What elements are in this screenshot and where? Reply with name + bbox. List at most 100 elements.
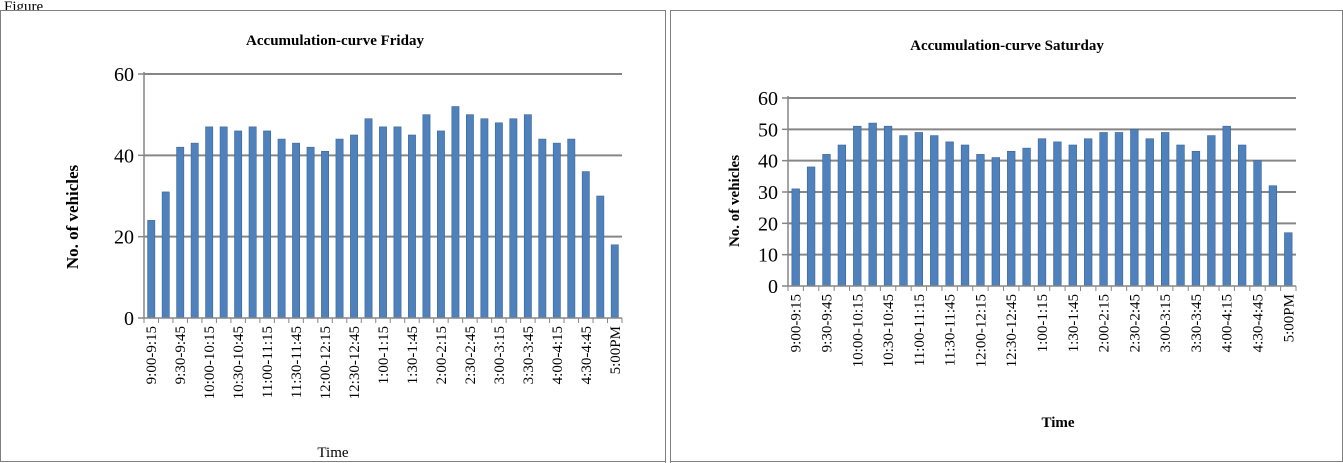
x-tick-label: 2:30-2:45 <box>1127 294 1143 352</box>
x-tick-label: 10:30-10:45 <box>231 326 247 399</box>
bar <box>837 144 847 287</box>
bar <box>883 125 893 287</box>
chart-title: Accumulation-curve Friday <box>246 33 424 49</box>
chart-panel-saturday: Accumulation-curve Saturday No. of vehic… <box>670 10 1343 462</box>
bar <box>335 138 344 319</box>
bar <box>1284 232 1293 287</box>
bar <box>1268 185 1278 287</box>
bar <box>868 122 877 287</box>
x-tick-label: 1:00-1:15 <box>1035 294 1051 352</box>
bar <box>292 142 301 319</box>
bar <box>552 142 561 319</box>
bar <box>465 114 474 319</box>
y-tick-label: 60 <box>114 64 134 86</box>
bar <box>1084 138 1093 287</box>
bar <box>914 132 923 287</box>
bar <box>596 195 605 319</box>
bar <box>263 130 272 319</box>
bar <box>1130 129 1139 287</box>
bar <box>277 138 286 319</box>
x-tick-label: 11:30-11:45 <box>943 294 959 366</box>
bar <box>176 146 185 319</box>
bar <box>1222 125 1231 287</box>
y-axis-label: No. of vehicles <box>63 164 82 269</box>
bar <box>806 166 816 287</box>
bar <box>494 122 503 319</box>
bar <box>1207 135 1216 287</box>
x-tick-label: 1:30-1:45 <box>405 326 421 384</box>
x-tick-label: 10:00-10:15 <box>202 326 218 399</box>
y-tick-label: 0 <box>768 276 778 298</box>
bar <box>899 135 908 287</box>
x-tick-label: 3:00-3:15 <box>492 326 508 384</box>
y-tick-label: 10 <box>758 245 778 267</box>
x-tick-label: 4:00-4:15 <box>550 326 566 384</box>
bar <box>1022 147 1031 287</box>
bar <box>1114 132 1124 287</box>
x-tick-label: 11:30-11:45 <box>289 326 305 398</box>
x-tick-label: 11:00-11:15 <box>260 326 276 398</box>
x-tick-label: 12:30-12:45 <box>1004 294 1020 367</box>
x-tick-label: 9:30-9:45 <box>173 326 189 384</box>
x-tick-label: 3:30-3:45 <box>1189 294 1205 352</box>
y-tick-label: 40 <box>758 151 778 173</box>
chart-panel-friday: Accumulation-curve Friday No. of vehicle… <box>0 10 666 462</box>
bar <box>379 126 387 319</box>
x-tick-label: 9:00-9:15 <box>144 326 160 384</box>
bar <box>451 106 460 319</box>
y-tick-label: 40 <box>114 145 134 167</box>
x-tick-label: 12:00-12:15 <box>973 294 989 367</box>
x-tick-label: 2:00-2:15 <box>1097 294 1113 352</box>
bar <box>1161 132 1170 287</box>
chart-title: Accumulation-curve Saturday <box>910 38 1104 54</box>
bar <box>393 126 402 319</box>
bar <box>437 130 445 319</box>
bar <box>205 126 214 319</box>
bar <box>991 157 1000 287</box>
bar <box>480 118 489 319</box>
bar <box>610 244 619 319</box>
bar <box>248 126 257 319</box>
x-tick-label: 1:30-1:45 <box>1066 294 1082 352</box>
x-tick-label: 12:00-12:15 <box>318 326 334 399</box>
x-tick-label: 4:30-4:45 <box>579 326 595 384</box>
bar <box>408 134 416 319</box>
x-tick-label: 1:00-1:15 <box>376 326 392 384</box>
bar <box>509 118 518 319</box>
x-tick-label: 3:30-3:45 <box>521 326 537 384</box>
x-tick-label: 2:30-2:45 <box>463 326 479 384</box>
x-axis-label: Time <box>317 445 348 461</box>
bar <box>1099 132 1108 287</box>
bar <box>945 141 954 287</box>
bar <box>1253 160 1262 287</box>
y-axis-label: No. of vehicles <box>727 155 743 247</box>
bar <box>364 118 373 319</box>
bar <box>321 150 329 319</box>
x-tick-label: 4:30-4:45 <box>1251 294 1267 352</box>
y-tick-label: 60 <box>758 88 778 110</box>
x-tick-label: 9:00-9:15 <box>789 294 805 352</box>
x-tick-label: 11:00-11:15 <box>912 294 928 366</box>
friday-chart-svg: Accumulation-curve Friday No. of vehicle… <box>63 33 624 461</box>
bar <box>523 114 532 319</box>
bar <box>567 138 576 319</box>
bar <box>350 134 358 319</box>
y-tick-label: 20 <box>758 213 778 235</box>
bar <box>422 114 431 319</box>
bar <box>147 220 156 319</box>
x-tick-label: 5:00PM <box>1281 294 1297 342</box>
y-tick-label: 30 <box>758 182 778 204</box>
bar <box>976 154 985 287</box>
bar <box>234 130 243 319</box>
bar <box>1145 138 1154 287</box>
bar <box>960 144 970 287</box>
x-tick-label: 5:00PM <box>608 326 624 374</box>
saturday-chart-svg: Accumulation-curve Saturday No. of vehic… <box>727 38 1297 431</box>
x-tick-label: 9:30-9:45 <box>819 294 835 352</box>
bar <box>538 138 547 319</box>
bar <box>853 125 862 287</box>
bar <box>1176 144 1185 287</box>
x-tick-label: 3:00-3:15 <box>1158 294 1174 352</box>
y-tick-label: 50 <box>758 119 778 141</box>
x-tick-label: 12:30-12:45 <box>347 326 363 399</box>
